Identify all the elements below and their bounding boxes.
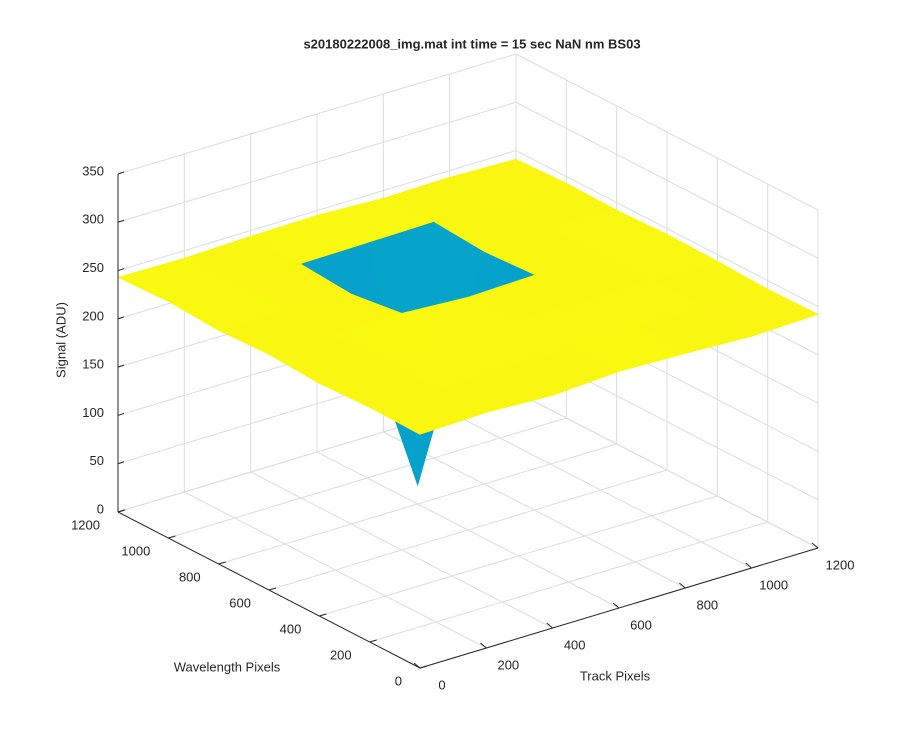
grid-line — [369, 521, 768, 643]
y-axis-label: Wavelength Pixels — [174, 659, 281, 674]
z-tick-label: 0 — [97, 501, 104, 516]
surface — [116, 158, 820, 487]
x-tick-label: 600 — [630, 617, 652, 632]
y-tick — [369, 639, 377, 643]
grid-line — [218, 443, 617, 565]
x-tick — [546, 622, 553, 629]
z-tick — [117, 219, 125, 223]
axes: 0200400600800100012000200400600800100012… — [71, 163, 854, 692]
z-tick — [117, 268, 125, 272]
y-tick-label: 200 — [330, 647, 352, 662]
grid-line — [515, 150, 819, 308]
x-tick — [811, 542, 819, 549]
y-tick-label: 600 — [229, 595, 251, 610]
grid-line — [515, 391, 819, 549]
z-tick-label: 350 — [82, 163, 104, 178]
z-tick — [117, 461, 125, 465]
y-tick — [268, 587, 277, 591]
z-tick-label: 100 — [82, 405, 104, 420]
surface-patch — [368, 388, 488, 435]
grid-line — [319, 495, 718, 617]
z-tick — [117, 509, 125, 513]
x-tick — [745, 562, 752, 569]
y-tick — [218, 561, 226, 565]
grid-line — [268, 469, 668, 591]
grid-line — [117, 101, 517, 223]
x-axis-label: Track Pixels — [580, 668, 651, 683]
z-tick — [117, 316, 125, 320]
grid-line — [515, 101, 819, 259]
z-tick-label: 300 — [82, 212, 104, 227]
x-tick — [480, 642, 487, 649]
grid-line — [117, 150, 517, 272]
x-tick — [612, 602, 620, 609]
x-tick-label: 800 — [696, 597, 718, 612]
x-tick-label: 0 — [438, 677, 445, 692]
y-tick-label: 400 — [280, 621, 302, 636]
z-tick — [117, 364, 125, 368]
y-tick — [168, 535, 176, 539]
z-tick-label: 200 — [82, 308, 104, 323]
grid-line — [117, 53, 517, 175]
x-tick — [413, 662, 421, 669]
z-tick-label: 150 — [82, 357, 104, 372]
z-axis-label: Signal (ADU) — [53, 302, 68, 378]
y-tick-label: 0 — [395, 673, 402, 688]
chart-title: s20180222008_img.mat int time = 15 sec N… — [303, 36, 640, 51]
y-tick-label: 800 — [179, 569, 201, 584]
x-tick — [679, 582, 686, 589]
x-tick-label: 1200 — [826, 557, 855, 572]
grid-line — [168, 417, 567, 539]
z-tick — [117, 171, 125, 175]
x-tick-label: 200 — [497, 657, 519, 672]
y-tick — [319, 613, 327, 617]
z-tick-label: 250 — [82, 260, 104, 275]
y-tick-label: 1200 — [71, 517, 100, 532]
x-tick-label: 400 — [564, 637, 586, 652]
y-tick — [419, 665, 428, 669]
z-tick-label: 50 — [90, 453, 104, 468]
y-tick-label: 1000 — [121, 543, 150, 558]
x-tick-label: 1000 — [759, 577, 788, 592]
grid-line — [515, 53, 819, 211]
z-tick — [117, 412, 125, 416]
